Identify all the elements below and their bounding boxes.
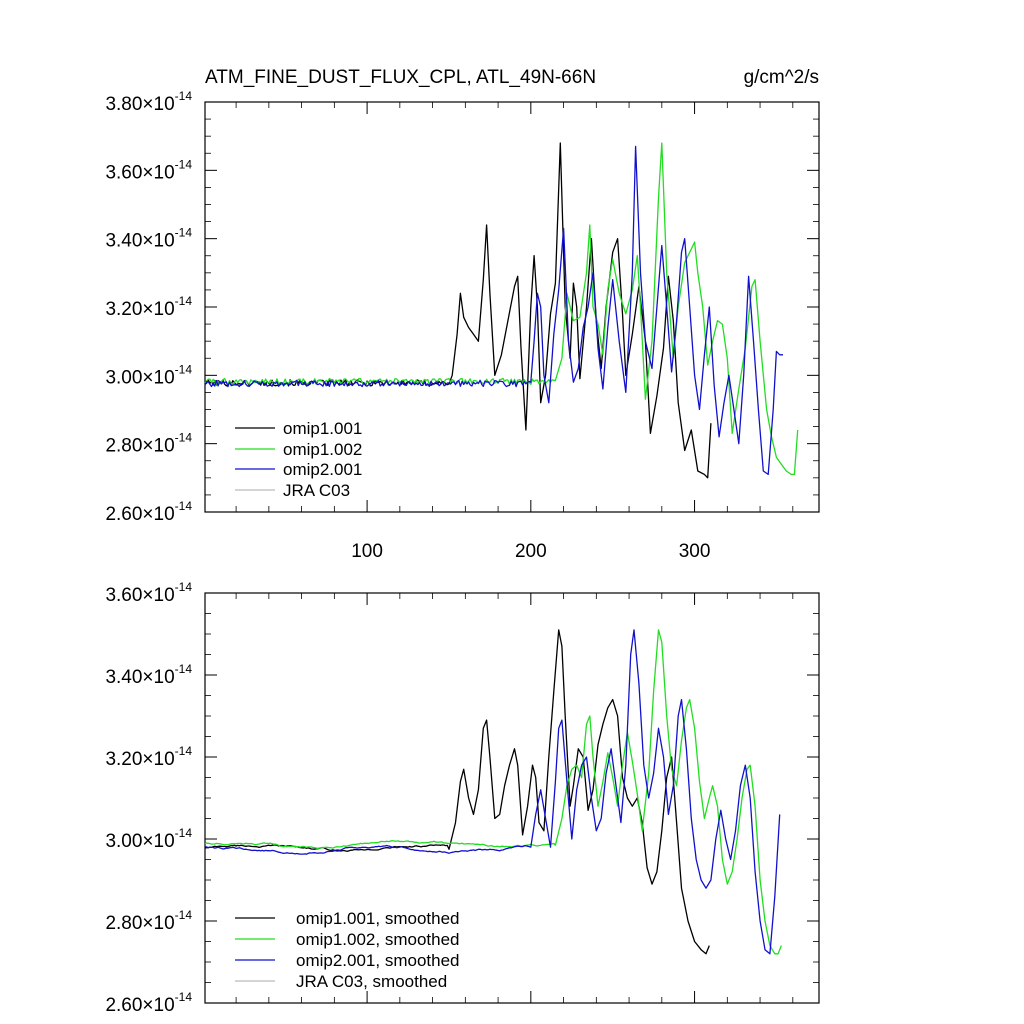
legend-label-jra-c03: JRA C03	[283, 481, 350, 500]
series-line-omip1-002-smoothed	[204, 629, 782, 955]
y-tick-label: 3.00×10-14	[105, 362, 192, 388]
top-y-axis: 2.60×10-14 2.80×10-14 3.00×10-14 3.20×10-14…	[105, 89, 819, 525]
legend-label-omip1-001-smoothed: omip1.001, smoothed	[296, 909, 460, 928]
series-line-omip2-001	[204, 145, 783, 476]
legend-label-omip2-001: omip2.001	[283, 460, 362, 479]
legend-label-omip2-001-smoothed: omip2.001, smoothed	[296, 951, 460, 970]
y-tick-label: 3.40×10-14	[105, 226, 192, 252]
bottom-x-axis	[235, 593, 794, 1003]
series-line-omip1-001-smoothed	[204, 629, 710, 955]
y-tick-label: 2.60×10-14	[105, 499, 192, 525]
x-tick-label: 300	[679, 541, 711, 562]
top-units: g/cm^2/s	[744, 67, 819, 88]
x-tick-label: 100	[351, 541, 383, 562]
legend-label-omip1-001: omip1.001	[283, 419, 362, 438]
y-tick-label: 3.20×10-14	[105, 294, 192, 320]
y-tick-label: 2.80×10-14	[105, 431, 192, 457]
top-x-axis: 100 200 300	[235, 102, 794, 562]
x-tick-label: 200	[515, 541, 547, 562]
series-line-omip1-001	[204, 142, 712, 479]
legend-label-omip1-002-smoothed: omip1.002, smoothed	[296, 930, 460, 949]
top-title: ATM_FINE_DUST_FLUX_CPL, ATL_49N-66N	[205, 67, 596, 88]
y-tick-label: 3.20×10-14	[105, 744, 192, 770]
top-series-group	[204, 142, 799, 479]
bottom-panel: 2.60×10-14 2.80×10-14 3.00×10-14 3.20×10-14…	[105, 580, 820, 1016]
y-tick-label: 2.80×10-14	[105, 908, 192, 934]
bottom-y-axis: 2.60×10-14 2.80×10-14 3.00×10-14 3.20×10-14…	[105, 580, 819, 1016]
y-tick-label: 3.00×10-14	[105, 826, 192, 852]
legend-label-omip1-002: omip1.002	[283, 440, 362, 459]
y-tick-label: 3.60×10-14	[105, 580, 192, 606]
y-tick-label: 3.60×10-14	[105, 157, 192, 183]
top-panel: ATM_FINE_DUST_FLUX_CPL, ATL_49N-66N g/cm…	[105, 67, 820, 562]
series-line-omip1-002	[204, 142, 799, 476]
y-tick-label: 3.80×10-14	[105, 89, 192, 115]
y-tick-label: 2.60×10-14	[105, 990, 192, 1016]
legend-label-jra-c03-smoothed: JRA C03, smoothed	[296, 972, 447, 991]
series-line-omip2-001-smoothed	[204, 629, 781, 955]
bottom-legend: omip1.001, smoothed omip1.002, smoothed …	[235, 909, 460, 991]
top-legend: omip1.001 omip1.002 omip2.001 JRA C03	[235, 419, 362, 500]
y-tick-label: 3.40×10-14	[105, 662, 192, 688]
bottom-series-group	[204, 629, 782, 955]
